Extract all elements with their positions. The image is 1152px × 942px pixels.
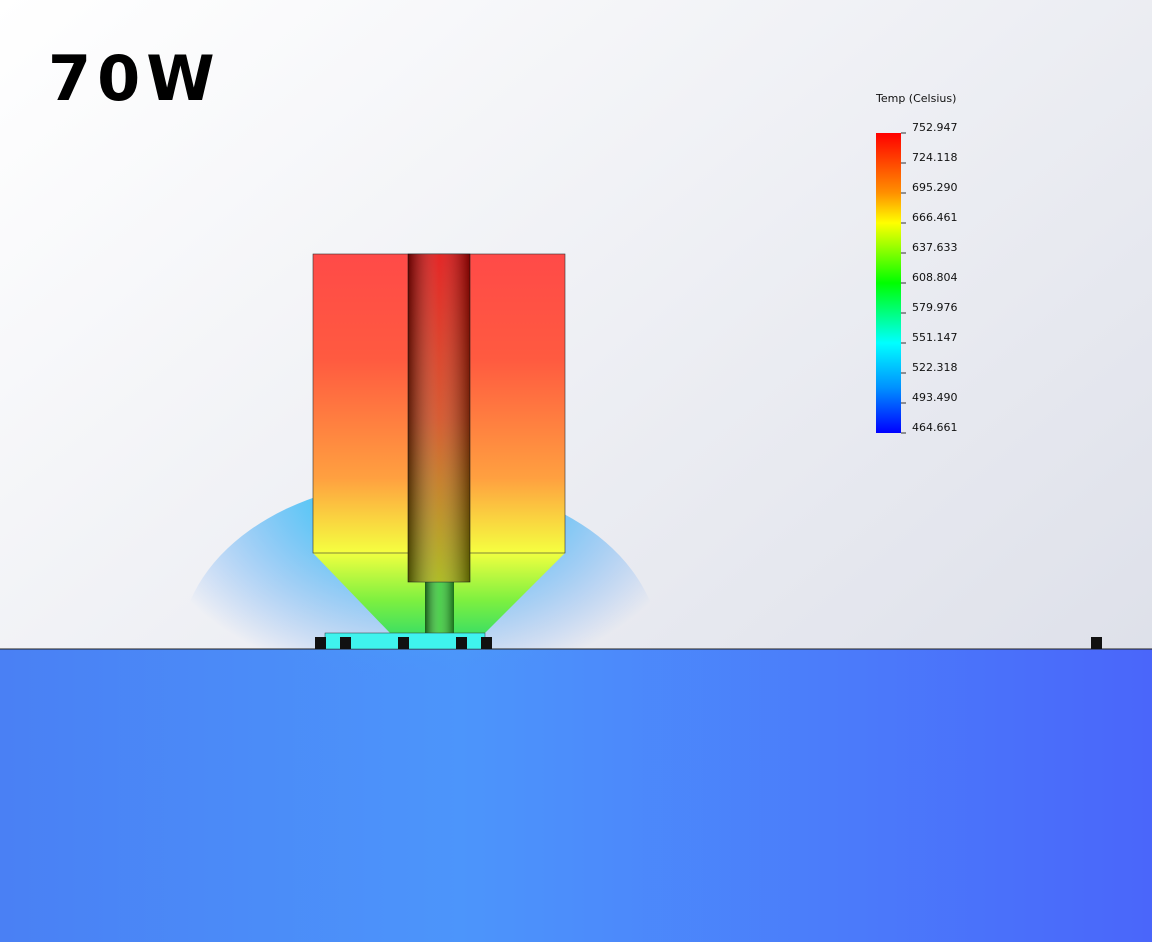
legend-label: 551.147 — [912, 331, 958, 344]
marker — [340, 637, 351, 649]
legend-title: Temp (Celsius) — [875, 92, 956, 105]
heat-tube-shade — [408, 254, 470, 582]
marker — [456, 637, 467, 649]
legend-label: 637.633 — [912, 241, 958, 254]
color-bar — [876, 133, 901, 433]
legend-label: 666.461 — [912, 211, 958, 224]
legend-label: 579.976 — [912, 301, 958, 314]
legend-labels: 752.947 724.118 695.290 666.461 637.633 608.8… — [901, 121, 958, 434]
marker — [398, 637, 409, 649]
legend-label: 464.661 — [912, 421, 958, 434]
marker — [315, 637, 326, 649]
legend-label: 724.118 — [912, 151, 958, 164]
legend-label: 608.804 — [912, 271, 958, 284]
nozzle-tip-shade — [425, 582, 454, 633]
marker — [1091, 637, 1102, 649]
fixture-markers — [315, 637, 1102, 649]
legend-label: 752.947 — [912, 121, 958, 134]
handwritten-annotation: 70W — [48, 42, 221, 115]
legend-label: 493.490 — [912, 391, 958, 404]
legend-label: 695.290 — [912, 181, 958, 194]
marker — [481, 637, 492, 649]
legend-label: 522.318 — [912, 361, 958, 374]
